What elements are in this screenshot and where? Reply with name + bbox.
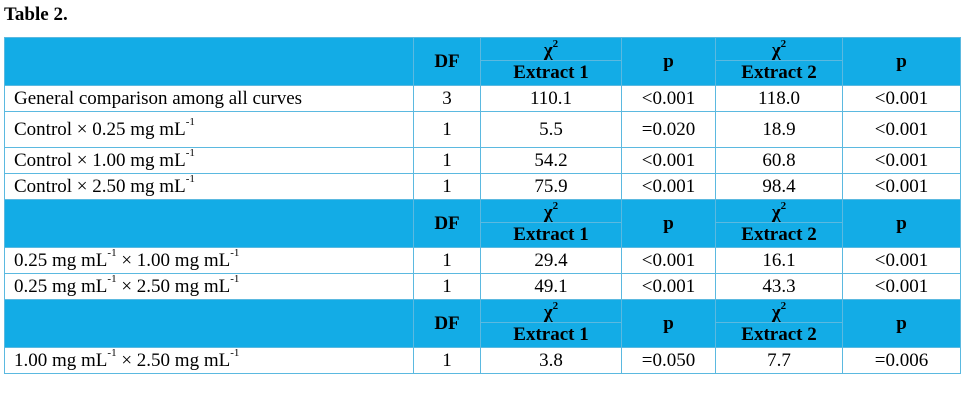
table-row: Control × 0.25 mg mL-1 1 5.5 =0.020 18.9…: [4, 111, 961, 148]
header-row: DF χ2 p χ2 p: [4, 299, 961, 348]
row-df: 1: [413, 347, 481, 374]
row-p-1: <0.001: [621, 173, 716, 200]
header-row: Extract 1 Extract 2: [5, 60, 961, 86]
row-df: 3: [413, 85, 481, 112]
row-p-2: <0.001: [842, 111, 961, 148]
table-row: Control × 1.00 mg mL-1 1 54.2 <0.001 60.…: [4, 147, 961, 174]
row-p-1: =0.050: [621, 347, 716, 374]
row-df: 1: [413, 111, 481, 148]
row-chi-1: 110.1: [480, 85, 622, 112]
row-chi-1: 49.1: [480, 273, 622, 300]
table-row: 0.25 mg mL-1 × 2.50 mg mL-1 1 49.1 <0.00…: [4, 273, 961, 300]
row-p-2: <0.001: [842, 273, 961, 300]
header-row: Extract 1 Extract 2: [5, 322, 961, 348]
row-label: 0.25 mg mL-1 × 2.50 mg mL-1: [4, 273, 414, 300]
header-df: DF: [413, 199, 481, 248]
table-row: Control × 2.50 mg mL-1 1 75.9 <0.001 98.…: [4, 173, 961, 200]
row-p-2: <0.001: [842, 173, 961, 200]
header-extract-1: Extract 1: [480, 60, 622, 86]
row-df: 1: [413, 173, 481, 200]
header-chi-extract-2: χ2: [715, 299, 843, 323]
row-p-2: <0.001: [842, 85, 961, 112]
table-row: 0.25 mg mL-1 × 1.00 mg mL-1 1 29.4 <0.00…: [4, 247, 961, 274]
header-label-cell: [4, 37, 414, 86]
header-label-cell: [4, 199, 414, 248]
row-label: Control × 2.50 mg mL-1: [4, 173, 414, 200]
header-p-extract-1: p: [621, 37, 716, 86]
header-extract-2: Extract 2: [715, 322, 843, 348]
row-p-2: <0.001: [842, 247, 961, 274]
header-p-extract-1: p: [621, 199, 716, 248]
table-title: Table 2.: [4, 4, 68, 25]
row-df: 1: [413, 273, 481, 300]
row-chi-2: 43.3: [715, 273, 843, 300]
row-chi-2: 118.0: [715, 85, 843, 112]
row-label: Control × 0.25 mg mL-1: [4, 111, 414, 148]
header-label-cell: [4, 299, 414, 348]
row-p-2: <0.001: [842, 147, 961, 174]
row-label: General comparison among all curves: [4, 85, 414, 112]
header-chi-extract-1: χ2: [480, 37, 622, 61]
row-p-1: <0.001: [621, 85, 716, 112]
header-row: DF χ2 p χ2 p: [4, 199, 961, 248]
row-label: 0.25 mg mL-1 × 1.00 mg mL-1: [4, 247, 414, 274]
header-df: DF: [413, 299, 481, 348]
header-extract-2: Extract 2: [715, 222, 843, 248]
header-p-extract-1: p: [621, 299, 716, 348]
header-extract-2: Extract 2: [715, 60, 843, 86]
results-table: DF χ2 p χ2 p Extract 1 Extract 2 General…: [4, 37, 961, 374]
table-row: General comparison among all curves 3 11…: [4, 85, 961, 112]
row-p-1: <0.001: [621, 147, 716, 174]
row-chi-1: 75.9: [480, 173, 622, 200]
row-chi-2: 60.8: [715, 147, 843, 174]
row-p-1: <0.001: [621, 247, 716, 274]
row-p-1: =0.020: [621, 111, 716, 148]
header-row: DF χ2 p χ2 p: [4, 37, 961, 86]
row-p-1: <0.001: [621, 273, 716, 300]
table-row: 1.00 mg mL-1 × 2.50 mg mL-1 1 3.8 =0.050…: [4, 347, 961, 374]
header-p-extract-2: p: [842, 199, 961, 248]
header-chi-extract-1: χ2: [480, 299, 622, 323]
row-label: 1.00 mg mL-1 × 2.50 mg mL-1: [4, 347, 414, 374]
row-chi-2: 98.4: [715, 173, 843, 200]
row-chi-2: 16.1: [715, 247, 843, 274]
header-extract-1: Extract 1: [480, 222, 622, 248]
row-p-2: =0.006: [842, 347, 961, 374]
row-chi-1: 29.4: [480, 247, 622, 274]
row-chi-1: 5.5: [480, 111, 622, 148]
header-chi-extract-2: χ2: [715, 37, 843, 61]
header-p-extract-2: p: [842, 299, 961, 348]
row-chi-1: 54.2: [480, 147, 622, 174]
header-chi-extract-2: χ2: [715, 199, 843, 223]
header-chi-extract-1: χ2: [480, 199, 622, 223]
row-df: 1: [413, 247, 481, 274]
row-chi-2: 18.9: [715, 111, 843, 148]
row-chi-1: 3.8: [480, 347, 622, 374]
row-label: Control × 1.00 mg mL-1: [4, 147, 414, 174]
row-df: 1: [413, 147, 481, 174]
header-df: DF: [413, 37, 481, 86]
header-extract-1: Extract 1: [480, 322, 622, 348]
header-p-extract-2: p: [842, 37, 961, 86]
row-chi-2: 7.7: [715, 347, 843, 374]
